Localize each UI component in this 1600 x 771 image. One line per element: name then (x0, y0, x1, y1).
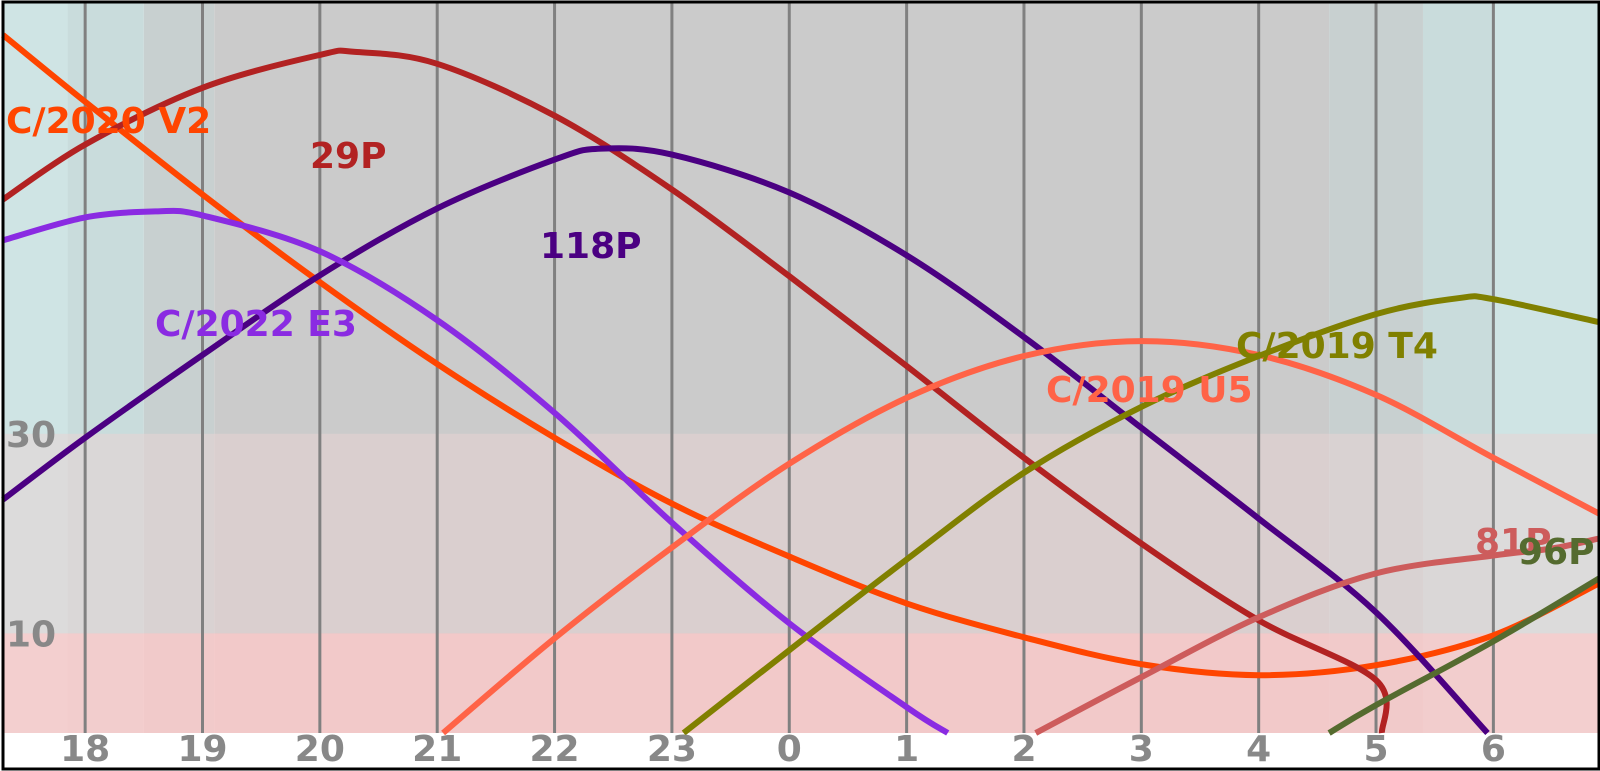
y-tick-label: 30 (6, 415, 56, 456)
series-label-c-2019-t4: C/2019 T4 (1236, 326, 1438, 367)
x-tick-label: 6 (1481, 729, 1506, 770)
x-tick-label: 21 (412, 729, 462, 770)
series-label-96p: 96P (1518, 532, 1594, 573)
series-line-81p (1034, 535, 1600, 736)
series-label-81p: 81P (1475, 522, 1551, 563)
x-tick-label: 4 (1246, 729, 1271, 770)
series-label-29p: 29P (310, 136, 386, 177)
series-label-118p: 118P (540, 226, 642, 267)
series-line-29p (1, 47, 1390, 734)
x-tick-label: 18 (60, 729, 110, 770)
y-tick-labels: 10 30 (6, 415, 56, 655)
x-tick-label: 2 (1011, 729, 1036, 770)
x-tick-label: 3 (1129, 729, 1154, 770)
y-tick-label: 10 (6, 614, 56, 655)
x-tick-label: 19 (177, 729, 227, 770)
x-tick-label: 5 (1363, 729, 1388, 770)
x-tick-labels: 18 19 20 21 22 23 0 1 2 3 4 5 6 (60, 729, 1506, 770)
series-labels: C/2020 V2 29P 118P C/2022 E3 C/2019 U5C/2019… (6, 101, 1594, 573)
x-tick-label: 0 (777, 729, 802, 770)
x-tick-label: 23 (647, 729, 697, 770)
series-line-c-2022-e3 (2, 207, 950, 736)
x-tick-label: 20 (295, 729, 345, 770)
altitude-band-0 (3, 633, 1599, 733)
series-line-c-2019-u5 (441, 338, 1600, 736)
series-lines (1, 32, 1600, 736)
x-tick-label: 22 (530, 729, 580, 770)
series-line-c-2019-t4 (681, 293, 1600, 736)
series-line-96p (1327, 575, 1600, 736)
x-axis-strip (3, 733, 1599, 771)
hour-gridlines (83, 2, 1495, 733)
x-tick-label: 1 (894, 729, 919, 770)
series-label-c-2019-u5: C/2019 U5 (1046, 370, 1253, 411)
series-label-c-2020-v2: C/2020 V2 (6, 101, 211, 142)
series-line-118p (1, 145, 1490, 736)
altitude-band-1 (3, 433, 1599, 634)
altitude-bands (3, 433, 1599, 733)
series-line-c-2020-v2 (1, 32, 1600, 679)
series-label-c-2022-e3: C/2022 E3 (155, 304, 357, 345)
